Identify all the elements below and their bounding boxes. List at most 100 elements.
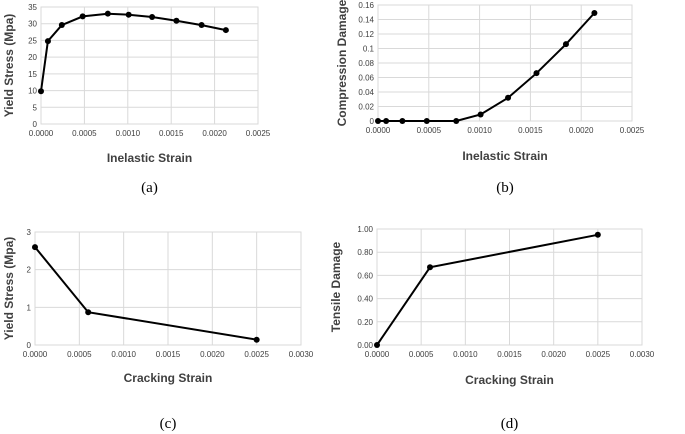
data-point bbox=[44, 38, 51, 45]
data-point bbox=[375, 118, 381, 124]
y-tick-label: 0 bbox=[33, 120, 38, 129]
data-point bbox=[198, 22, 205, 29]
plot-area bbox=[34, 231, 302, 346]
panel-caption: (a) bbox=[141, 180, 158, 196]
x-tick-label: 0.0005 bbox=[72, 129, 97, 138]
y-axis-title: Compression Damage bbox=[335, 0, 349, 126]
y-tick-label: 10 bbox=[28, 87, 37, 96]
x-tick-label: 0.0030 bbox=[289, 350, 314, 359]
y-tick-label: 0 bbox=[370, 117, 375, 126]
x-tick-label: 0.0005 bbox=[417, 126, 442, 135]
panel-caption: (d) bbox=[501, 416, 519, 432]
y-axis-title: Yield Stress (Mpa) bbox=[2, 14, 16, 118]
y-tick-label: 0 bbox=[27, 341, 32, 350]
y-tick-label: 5 bbox=[33, 103, 38, 112]
data-point bbox=[427, 264, 433, 271]
series-line bbox=[34, 246, 257, 341]
x-tick-label: 0.0005 bbox=[409, 350, 434, 359]
data-point bbox=[125, 11, 132, 18]
y-tick-label: 0.08 bbox=[358, 59, 374, 68]
x-tick-label: 0.0020 bbox=[569, 126, 594, 135]
panel-d: 0.00 0.20 0.40 0.60 0.80 1.00 0.0000 0.0005 0.00… bbox=[329, 225, 655, 432]
data-point bbox=[594, 231, 601, 238]
x-tick-label: 0.0025 bbox=[586, 350, 611, 359]
x-axis-title: Inelastic Strain bbox=[462, 149, 547, 163]
x-tick-label: 0.0015 bbox=[159, 129, 184, 138]
y-axis-title: Tensile Damage bbox=[329, 241, 343, 332]
x-tick-label: 0.0005 bbox=[67, 350, 92, 359]
x-tick-label: 0.0025 bbox=[620, 126, 645, 135]
panel-c: 0 1 2 3 0.0000 0.0005 0.0010 0.0015 0.0020 0.0025… bbox=[2, 228, 314, 432]
y-axis-title: Yield Stress (Mpa) bbox=[2, 237, 16, 341]
y-tick-label: 0.1 bbox=[363, 45, 375, 54]
x-tick-label: 0.0000 bbox=[23, 350, 48, 359]
y-tick-label: 25 bbox=[28, 36, 37, 45]
data-point bbox=[173, 17, 180, 24]
y-tick-label: 3 bbox=[27, 228, 32, 237]
series-line bbox=[40, 12, 227, 92]
y-tick-label: 15 bbox=[28, 70, 37, 79]
x-tick-label: 0.0010 bbox=[467, 126, 492, 135]
data-point bbox=[423, 118, 430, 124]
y-tick-label: 0.06 bbox=[358, 74, 374, 83]
x-tick-label: 0.0020 bbox=[541, 350, 566, 359]
data-point bbox=[58, 22, 65, 29]
x-tick-label: 0.0020 bbox=[202, 129, 227, 138]
x-tick-label: 0.0015 bbox=[497, 350, 522, 359]
x-tick-label: 0.0000 bbox=[365, 350, 390, 359]
x-axis-title: Inelastic Strain bbox=[107, 151, 192, 165]
x-tick-label: 0.0000 bbox=[366, 126, 391, 135]
data-point bbox=[104, 10, 111, 17]
y-tick-label: 1.00 bbox=[357, 225, 373, 234]
x-tick-label: 0.0010 bbox=[111, 350, 136, 359]
y-tick-label: 0.00 bbox=[357, 341, 373, 350]
x-axis-title: Cracking Strain bbox=[465, 373, 554, 387]
series-line bbox=[376, 233, 598, 346]
y-tick-label: 0.12 bbox=[358, 30, 374, 39]
x-tick-label: 0.0025 bbox=[246, 129, 271, 138]
data-point bbox=[453, 118, 460, 124]
series-line bbox=[378, 12, 596, 122]
x-tick-label: 0.0020 bbox=[200, 350, 225, 359]
x-tick-label: 0.0010 bbox=[453, 350, 478, 359]
x-tick-label: 0.0010 bbox=[116, 129, 141, 138]
data-point bbox=[562, 41, 569, 48]
data-point bbox=[383, 118, 390, 124]
x-axis-title: Cracking Strain bbox=[124, 371, 213, 385]
x-tick-label: 0.0015 bbox=[156, 350, 181, 359]
y-tick-label: 0.02 bbox=[358, 103, 374, 112]
panel-caption: (b) bbox=[496, 180, 514, 196]
plot-area bbox=[377, 4, 633, 122]
x-tick-label: 0.0025 bbox=[244, 350, 269, 359]
data-point bbox=[505, 94, 512, 101]
y-tick-label: 35 bbox=[28, 3, 37, 12]
data-point bbox=[591, 9, 598, 16]
y-tick-label: 0.20 bbox=[357, 318, 373, 327]
data-point bbox=[38, 88, 44, 95]
y-tick-label: 20 bbox=[28, 53, 37, 62]
y-tick-label: 2 bbox=[27, 266, 32, 275]
y-tick-label: 0.04 bbox=[358, 88, 374, 97]
data-point bbox=[32, 244, 38, 251]
data-point bbox=[85, 309, 92, 316]
x-tick-label: 0.0030 bbox=[630, 350, 655, 359]
x-tick-label: 0.0015 bbox=[518, 126, 543, 135]
plot-area bbox=[376, 228, 643, 346]
data-point bbox=[533, 70, 540, 77]
data-point bbox=[477, 111, 484, 118]
y-tick-label: 0.16 bbox=[358, 1, 374, 10]
data-point bbox=[374, 342, 380, 348]
panel-a: 0 5 10 15 20 25 30 35 0.0000 0.0005 0.0010 0.0015 0.… bbox=[2, 3, 271, 196]
panel-caption: (c) bbox=[160, 416, 177, 432]
y-tick-label: 0.14 bbox=[358, 16, 374, 25]
panel-b: 0 0.02 0.04 0.06 0.08 0.1 0.12 0.14 0.16 0.0000 0.… bbox=[335, 0, 645, 196]
y-tick-label: 0.40 bbox=[357, 295, 373, 304]
y-tick-label: 30 bbox=[28, 20, 37, 29]
data-point bbox=[79, 13, 86, 20]
plot-area bbox=[40, 6, 259, 125]
data-point bbox=[149, 14, 156, 21]
y-tick-label: 0.60 bbox=[357, 271, 373, 280]
y-tick-label: 0.80 bbox=[357, 248, 373, 257]
data-point bbox=[253, 336, 260, 343]
